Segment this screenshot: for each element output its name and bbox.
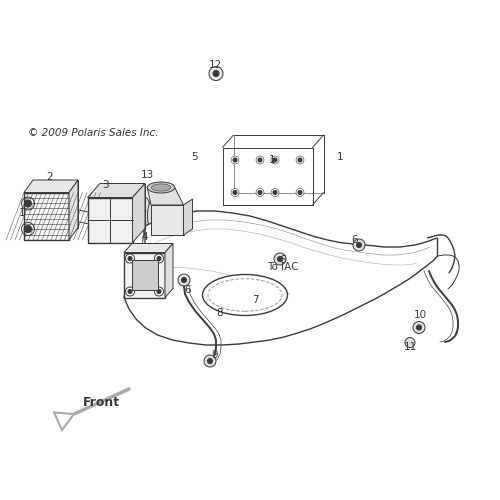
- Polygon shape: [124, 252, 165, 298]
- Circle shape: [24, 226, 32, 232]
- Ellipse shape: [152, 184, 171, 191]
- Circle shape: [271, 156, 279, 164]
- Circle shape: [274, 253, 286, 265]
- Circle shape: [208, 358, 212, 364]
- Polygon shape: [100, 184, 145, 228]
- Text: 4: 4: [142, 232, 148, 242]
- Polygon shape: [88, 184, 145, 198]
- Polygon shape: [88, 198, 132, 242]
- Circle shape: [204, 355, 216, 367]
- Polygon shape: [24, 180, 78, 192]
- Text: 8: 8: [216, 308, 224, 318]
- Text: 5: 5: [192, 152, 198, 162]
- Circle shape: [126, 254, 134, 263]
- Polygon shape: [54, 412, 74, 430]
- Text: 1: 1: [269, 155, 276, 165]
- Circle shape: [258, 158, 262, 162]
- Circle shape: [298, 158, 302, 162]
- Text: © 2009 Polaris Sales Inc.: © 2009 Polaris Sales Inc.: [28, 128, 158, 138]
- Polygon shape: [184, 199, 192, 235]
- Text: 10: 10: [414, 310, 426, 320]
- Text: To IAC: To IAC: [268, 262, 299, 272]
- Polygon shape: [124, 244, 173, 252]
- Text: 6: 6: [279, 255, 286, 265]
- Circle shape: [416, 325, 422, 330]
- Text: 6: 6: [352, 235, 358, 245]
- Circle shape: [233, 158, 237, 162]
- Text: 2: 2: [46, 172, 54, 182]
- Text: 12: 12: [208, 60, 222, 70]
- Ellipse shape: [142, 198, 150, 236]
- Circle shape: [231, 156, 239, 164]
- Ellipse shape: [147, 182, 175, 193]
- Text: 9: 9: [212, 350, 218, 360]
- Polygon shape: [165, 244, 173, 298]
- Polygon shape: [147, 188, 184, 205]
- Circle shape: [182, 278, 186, 282]
- Circle shape: [233, 190, 237, 194]
- Circle shape: [256, 188, 264, 196]
- Circle shape: [298, 190, 302, 194]
- Circle shape: [273, 190, 277, 194]
- Text: 6: 6: [184, 285, 191, 295]
- Circle shape: [271, 188, 279, 196]
- Polygon shape: [69, 180, 78, 240]
- Polygon shape: [132, 184, 145, 242]
- Text: 1: 1: [19, 208, 26, 218]
- Circle shape: [154, 287, 164, 296]
- Ellipse shape: [160, 198, 170, 236]
- Ellipse shape: [202, 274, 288, 316]
- Circle shape: [353, 239, 365, 251]
- Circle shape: [273, 158, 277, 162]
- Circle shape: [296, 188, 304, 196]
- Text: 11: 11: [404, 342, 416, 352]
- Ellipse shape: [148, 194, 168, 237]
- Text: 7: 7: [252, 295, 258, 305]
- Circle shape: [128, 256, 132, 260]
- Circle shape: [405, 338, 415, 347]
- Circle shape: [157, 290, 161, 294]
- Polygon shape: [24, 192, 69, 240]
- Circle shape: [154, 254, 164, 263]
- Text: 3: 3: [102, 180, 108, 190]
- Circle shape: [413, 322, 425, 334]
- Polygon shape: [151, 205, 184, 235]
- Circle shape: [256, 156, 264, 164]
- Circle shape: [157, 256, 161, 260]
- Circle shape: [356, 242, 362, 248]
- Circle shape: [209, 66, 223, 80]
- Ellipse shape: [208, 279, 282, 311]
- Circle shape: [258, 190, 262, 194]
- Circle shape: [178, 274, 190, 286]
- Circle shape: [278, 256, 282, 262]
- Text: 13: 13: [141, 170, 154, 180]
- Circle shape: [24, 200, 32, 207]
- Text: 1: 1: [336, 152, 344, 162]
- Polygon shape: [33, 180, 78, 228]
- Circle shape: [128, 290, 132, 294]
- Text: Front: Front: [82, 396, 120, 409]
- Circle shape: [126, 287, 134, 296]
- Circle shape: [231, 188, 239, 196]
- Circle shape: [296, 156, 304, 164]
- Circle shape: [213, 70, 219, 76]
- Polygon shape: [132, 260, 158, 290]
- Polygon shape: [124, 211, 438, 345]
